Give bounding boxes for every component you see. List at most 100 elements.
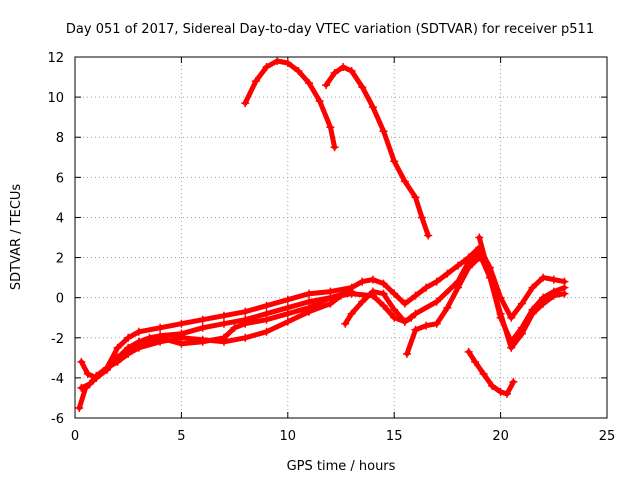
data-point [75, 403, 84, 412]
data-point [326, 293, 335, 302]
data-point [219, 333, 228, 342]
data-point [549, 291, 558, 300]
data-point [422, 321, 431, 330]
data-point [390, 313, 399, 322]
series-arc-7 [341, 287, 416, 328]
data-point [156, 323, 165, 332]
x-tick-label: 25 [599, 429, 616, 444]
data-point [454, 283, 463, 292]
data-point [92, 371, 101, 380]
x-tick-label: 0 [71, 429, 79, 444]
data-point [517, 329, 526, 338]
data-point [83, 369, 92, 378]
data-point [283, 317, 292, 326]
data-point [509, 377, 518, 386]
data-point [464, 263, 473, 272]
data-point [379, 279, 388, 288]
axis-ticks [74, 56, 608, 419]
x-tick-label: 10 [280, 429, 297, 444]
data-point [305, 79, 314, 88]
data-point [241, 319, 250, 328]
y-tick-label: -2 [51, 332, 64, 347]
x-tick-label: 15 [386, 429, 403, 444]
data-point [341, 319, 350, 328]
y-axis-title: SDTVAR / TECUs [9, 184, 24, 291]
data-point [411, 193, 420, 202]
data-point [422, 283, 431, 292]
data-point [198, 337, 207, 346]
data-point [347, 309, 356, 318]
data-point [411, 291, 420, 300]
data-point [283, 59, 292, 68]
series-arc-10 [475, 233, 569, 352]
data-point [230, 323, 239, 332]
series-arc-6 [102, 287, 356, 372]
series-trace [104, 289, 355, 371]
grid [75, 57, 607, 418]
series-arc-4 [77, 249, 569, 382]
x-tick-label: 5 [177, 429, 185, 444]
data-point [134, 339, 143, 348]
data-point [241, 333, 250, 342]
data-point [507, 313, 516, 322]
data-point [241, 307, 250, 316]
data-point [305, 289, 314, 298]
y-tick-label: 6 [56, 171, 64, 186]
data-point [241, 99, 250, 108]
data-point [358, 83, 367, 92]
y-tick-label: -6 [51, 412, 64, 427]
y-tick-label: 2 [56, 252, 64, 267]
data-point [251, 77, 260, 86]
series-arc-8 [402, 253, 484, 358]
data-point [177, 319, 186, 328]
data-point [475, 233, 484, 242]
y-tick-label: 10 [47, 91, 64, 106]
data-point [432, 319, 441, 328]
data-point [475, 253, 484, 262]
data-point [368, 275, 377, 284]
data-point [507, 343, 516, 352]
data-point [443, 269, 452, 278]
data-point [443, 303, 452, 312]
series-arc-2 [322, 63, 433, 240]
data-point [496, 309, 505, 318]
series-arc-3 [75, 243, 569, 412]
data-point [305, 303, 314, 312]
series-arc-1 [241, 57, 339, 152]
data-point [528, 283, 537, 292]
data-point [464, 347, 473, 356]
data-point [517, 299, 526, 308]
x-tick-label: 20 [492, 429, 509, 444]
series-layer [75, 57, 569, 412]
data-point [390, 289, 399, 298]
data-point [198, 323, 207, 332]
data-point [358, 277, 367, 286]
data-point [262, 301, 271, 310]
data-point [262, 315, 271, 324]
data-point [549, 275, 558, 284]
data-point [77, 383, 86, 392]
tick-labels: 0 5 10 15 20 25 -6 -4 -2 0 2 4 6 8 10 12 [47, 51, 615, 444]
y-tick-label: 12 [47, 51, 64, 66]
data-point [560, 289, 569, 298]
data-point [424, 231, 433, 240]
data-point [502, 389, 511, 398]
data-point [283, 309, 292, 318]
data-point [400, 317, 409, 326]
data-point [113, 343, 122, 352]
data-point [471, 357, 480, 366]
data-point [330, 143, 339, 152]
data-point [368, 287, 377, 296]
data-point [347, 67, 356, 76]
data-point [358, 297, 367, 306]
data-point [134, 327, 143, 336]
data-point [432, 297, 441, 306]
data-point [283, 295, 292, 304]
series-trace [404, 255, 482, 357]
data-point [368, 103, 377, 112]
data-point [330, 69, 339, 78]
plot-frame [74, 56, 608, 419]
data-point [539, 299, 548, 308]
data-point [262, 63, 271, 72]
